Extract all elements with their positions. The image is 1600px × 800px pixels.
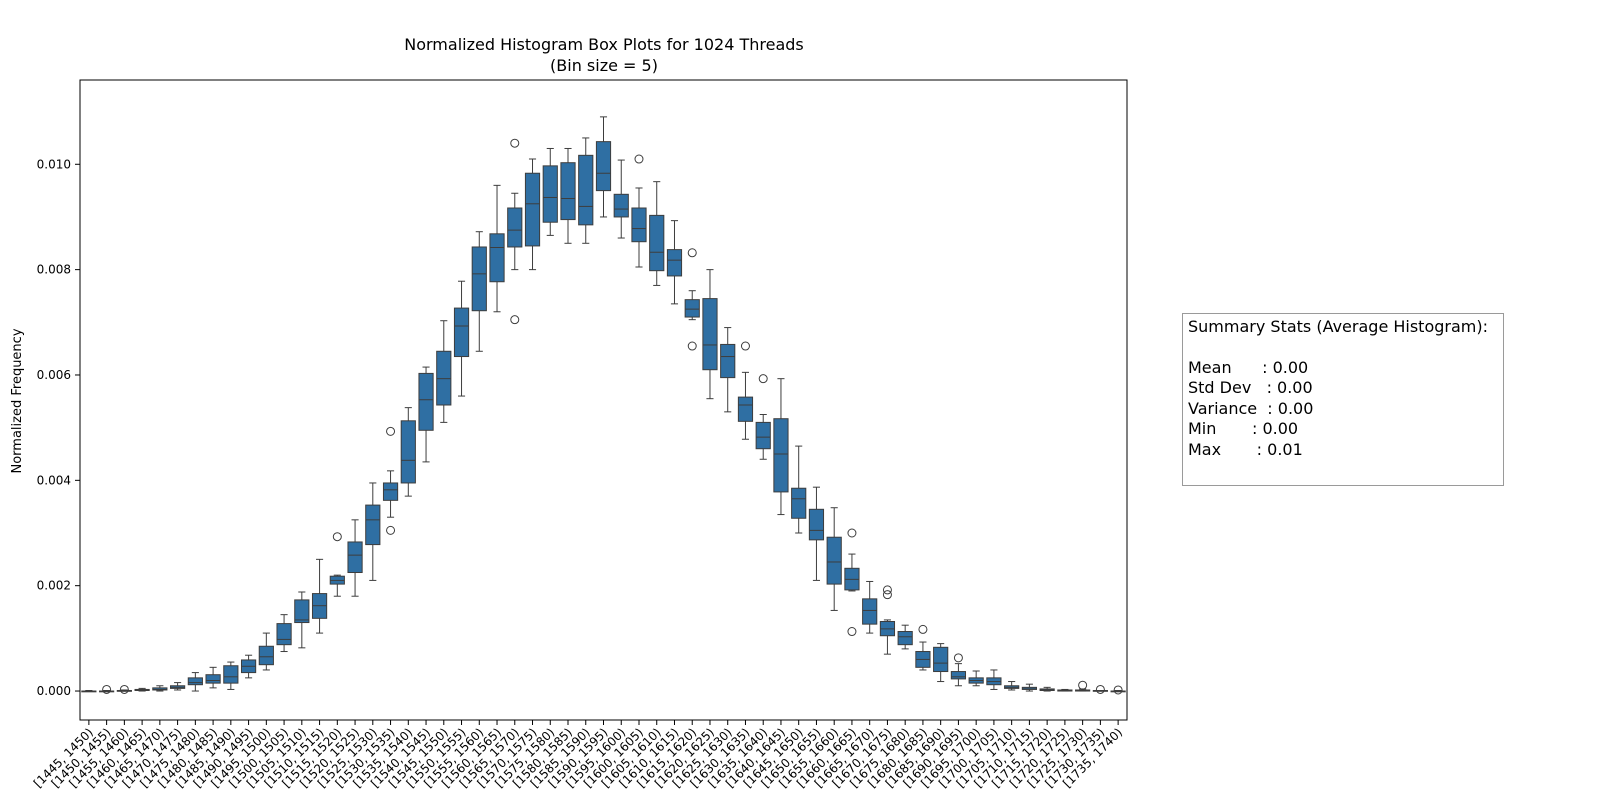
box [1021, 686, 1037, 690]
outlier-point [882, 590, 892, 600]
box [737, 396, 754, 422]
box [489, 233, 505, 283]
outlier-point [1113, 685, 1123, 695]
box [524, 172, 541, 247]
y-tick-label: 0.004 [37, 473, 71, 487]
box [755, 421, 771, 450]
outlier-point [1095, 684, 1105, 694]
outlier-point [634, 154, 644, 164]
box [507, 207, 523, 248]
outlier-point [386, 525, 396, 535]
box [542, 165, 558, 223]
y-tick-label: 0.010 [37, 157, 71, 171]
box [826, 536, 842, 585]
box [418, 372, 434, 431]
box [666, 249, 683, 277]
summary-stats-box: Summary Stats (Average Histogram): Mean … [1182, 313, 1504, 486]
y-tick-label: 0.000 [37, 684, 71, 698]
outlier-point [847, 627, 857, 637]
box [649, 214, 665, 272]
outlier-point [847, 528, 857, 538]
box [436, 350, 452, 406]
box [578, 154, 594, 226]
box [702, 298, 718, 371]
box [720, 343, 736, 379]
summary-stat-max: Max : 0.01 [1188, 439, 1303, 459]
box [560, 162, 576, 221]
outlier-point [687, 341, 697, 351]
box [152, 687, 168, 691]
chart-title: Normalized Histogram Box Plots for 1024 … [404, 35, 803, 54]
box [453, 307, 470, 358]
summary-stat-variance: Variance : 0.00 [1188, 398, 1314, 418]
outlier-point [882, 585, 892, 595]
outlier-point [386, 426, 396, 436]
box [862, 598, 878, 625]
y-tick-label: 0.002 [37, 579, 71, 593]
box [933, 646, 949, 673]
summary-stat-mean: Mean : 0.00 [1188, 357, 1309, 377]
box [631, 207, 647, 243]
outlier-point [510, 138, 520, 148]
box [791, 487, 807, 519]
outlier-point [687, 248, 697, 258]
summary-stats-title: Summary Stats (Average Histogram): [1188, 317, 1488, 336]
y-tick-label: 0.006 [37, 368, 71, 382]
box [223, 665, 239, 684]
outlier-point [119, 684, 129, 694]
box [382, 482, 399, 501]
box [205, 674, 221, 684]
box [808, 508, 825, 541]
summary-stat-std-dev: Std Dev : 0.00 [1188, 378, 1313, 398]
box [897, 631, 913, 646]
box [294, 599, 310, 624]
outlier-point [953, 653, 963, 663]
outlier-point [918, 624, 928, 634]
box [187, 677, 203, 686]
box [276, 623, 292, 646]
box [400, 420, 416, 484]
chart-subtitle: (Bin size = 5) [550, 56, 658, 75]
box [684, 299, 700, 318]
outlier-point [510, 315, 520, 325]
outlier-point [1078, 680, 1088, 690]
box [365, 504, 381, 546]
box [595, 141, 612, 192]
box [950, 671, 967, 680]
box [258, 645, 274, 666]
box [347, 541, 363, 574]
y-tick-label: 0.008 [37, 263, 71, 277]
y-axis-label: Normalized Frequency [10, 328, 25, 473]
outlier-point [332, 532, 342, 542]
summary-stat-min: Min : 0.00 [1188, 419, 1299, 439]
box [613, 193, 629, 218]
box [471, 246, 487, 312]
outlier-point [758, 374, 768, 384]
outlier-point [102, 684, 112, 694]
box [773, 418, 789, 493]
outlier-point [740, 341, 750, 351]
